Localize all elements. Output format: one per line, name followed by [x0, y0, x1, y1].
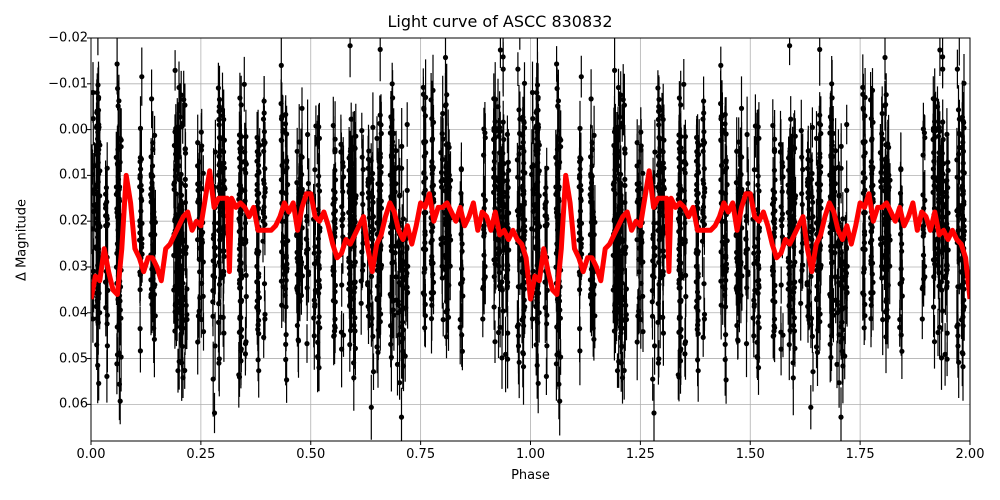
x-tick-label: 1.50	[735, 447, 765, 462]
x-tick-label: 0.50	[296, 447, 326, 462]
y-axis-label: Δ Magnitude	[14, 199, 30, 281]
binned-mean-line	[91, 168, 970, 302]
chart-title: Light curve of ASCC 830832	[387, 12, 613, 31]
y-tick-label: −0.02	[48, 30, 88, 46]
x-axis-label: Phase	[511, 468, 550, 483]
x-tick-label: 1.25	[625, 447, 655, 462]
observation-points	[91, 38, 968, 441]
x-tick-label: 1.00	[516, 447, 545, 462]
x-tick-label: 2.00	[955, 447, 985, 462]
y-tick-label: 0.04	[59, 305, 88, 321]
x-tick-label: 0.25	[186, 447, 216, 462]
y-tick-label: 0.00	[59, 122, 88, 138]
y-tick-label: 0.01	[59, 167, 88, 183]
y-tick-label: −0.01	[48, 76, 88, 92]
y-tick-label: 0.05	[59, 351, 88, 367]
y-tick-label: 0.02	[59, 213, 88, 229]
y-tick-label: 0.06	[59, 396, 88, 412]
x-tick-label: 1.75	[845, 447, 875, 462]
x-tick-label: 0.75	[406, 447, 436, 462]
x-tick-label: 0.00	[76, 447, 106, 462]
y-tick-label: 0.03	[59, 259, 88, 275]
